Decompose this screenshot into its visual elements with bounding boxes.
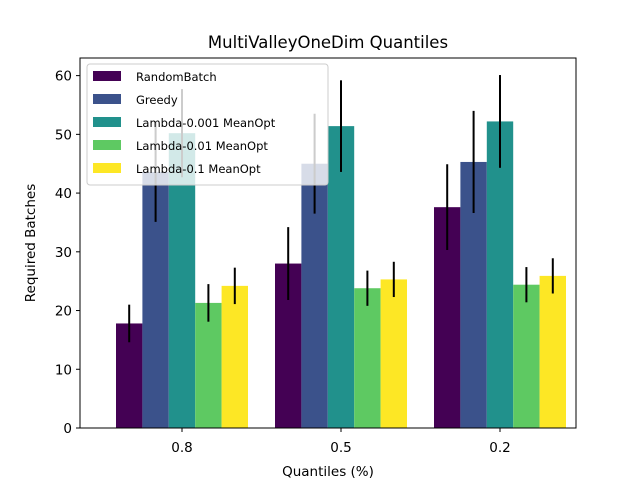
x-tick-label: 0.8: [171, 440, 192, 456]
legend-label: Lambda-0.1 MeanOpt: [136, 162, 261, 176]
legend-swatch: [93, 71, 121, 81]
legend: RandomBatch Greedy Lambda-0.001 MeanOpt Lam…: [86, 63, 329, 186]
plot-frame: [79, 57, 577, 429]
bar: [539, 275, 566, 428]
x-tick-label: 0.2: [489, 440, 510, 456]
bar: [486, 121, 514, 428]
x-axis: 0.8 0.5 0.2: [171, 428, 511, 456]
x-axis-label: Quantiles (%): [282, 464, 374, 480]
y-tick-label: 30: [55, 245, 72, 261]
legend-label: Lambda-0.001 MeanOpt: [136, 116, 276, 130]
legend-swatch: [93, 163, 121, 173]
bar: [513, 284, 540, 428]
y-tick-label: 40: [55, 186, 72, 202]
bar: [195, 302, 222, 428]
y-tick-label: 60: [55, 69, 72, 85]
y-tick-label: 0: [63, 421, 72, 437]
y-tick-label: 10: [55, 362, 72, 378]
legend-swatch: [93, 94, 121, 104]
y-tick-label: 50: [55, 127, 72, 143]
legend-swatch: [93, 140, 121, 150]
legend-label: Greedy: [136, 93, 178, 107]
y-axis: 0 10 20 30 40 50 60: [55, 69, 80, 437]
legend-label: Lambda-0.01 MeanOpt: [136, 139, 268, 153]
bar: [380, 279, 407, 428]
legend-label: RandomBatch: [136, 70, 217, 84]
bar: [327, 126, 355, 428]
bar: [221, 285, 248, 428]
legend-swatch: [93, 117, 121, 127]
y-tick-label: 20: [55, 304, 72, 320]
x-tick-label: 0.5: [330, 440, 351, 456]
plot-area: [116, 75, 566, 428]
bar: [354, 288, 381, 428]
legend-box: [86, 63, 329, 186]
y-axis-label: Required Batches: [23, 184, 39, 303]
chart-title: MultiValleyOneDim Quantiles: [208, 33, 448, 52]
